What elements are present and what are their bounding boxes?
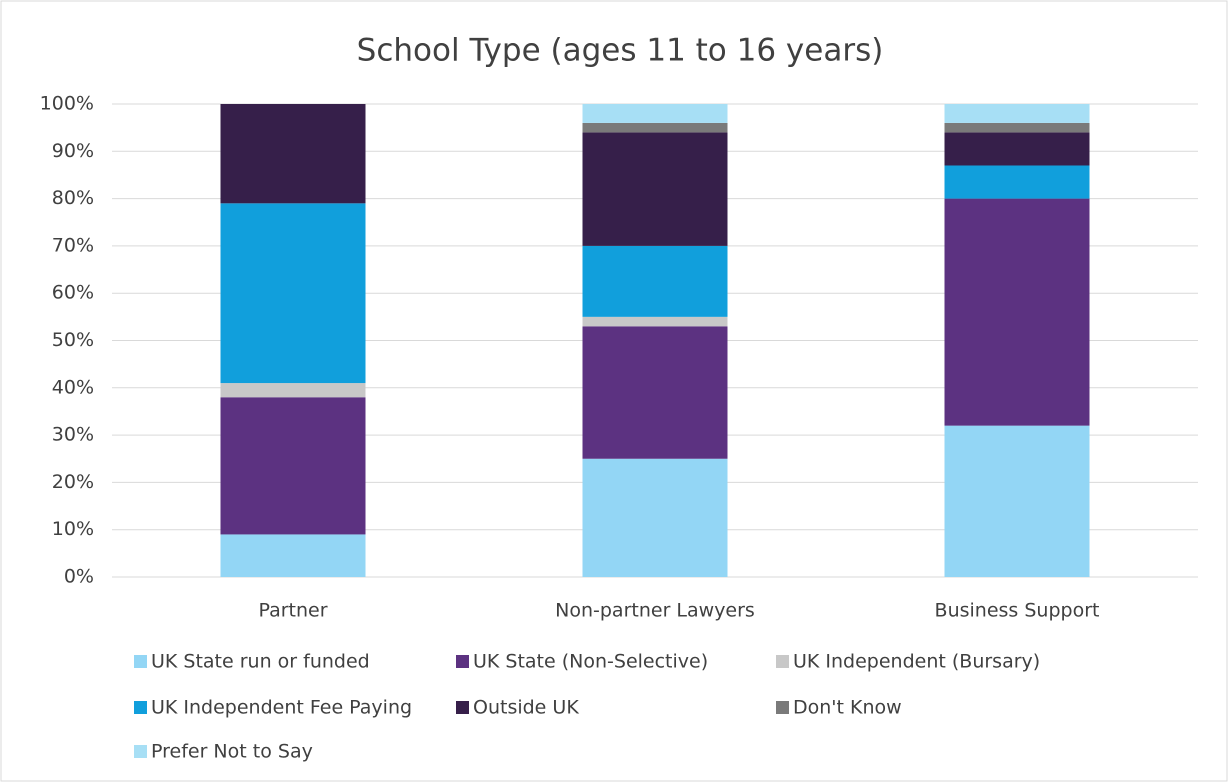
y-tick-label: 50% bbox=[52, 329, 94, 351]
legend-label: UK Independent Fee Paying bbox=[151, 697, 412, 719]
bar-segment bbox=[220, 383, 366, 398]
bar-segment bbox=[220, 397, 366, 535]
bar-segment bbox=[220, 534, 366, 577]
y-tick-label: 60% bbox=[52, 282, 94, 304]
bar-segment bbox=[944, 425, 1090, 577]
y-tick-label: 80% bbox=[52, 187, 94, 209]
bar-segment bbox=[582, 316, 728, 327]
bar-segment bbox=[582, 122, 728, 133]
legend-swatch bbox=[134, 655, 147, 668]
bar-segment bbox=[944, 122, 1090, 133]
legend-label: Don't Know bbox=[793, 697, 902, 719]
y-tick-label: 70% bbox=[52, 234, 94, 256]
y-tick-label: 0% bbox=[64, 566, 94, 588]
y-tick-label: 90% bbox=[52, 140, 94, 162]
legend-label: UK Independent (Bursary) bbox=[793, 651, 1040, 673]
bar-segment bbox=[582, 326, 728, 459]
y-tick-label: 30% bbox=[52, 424, 94, 446]
bar-segment bbox=[582, 104, 728, 123]
legend-swatch bbox=[456, 655, 469, 668]
y-tick-label: 20% bbox=[52, 471, 94, 493]
bar-segment bbox=[582, 132, 728, 246]
y-tick-label: 100% bbox=[40, 93, 94, 115]
bar-segment bbox=[944, 132, 1090, 166]
legend-swatch bbox=[456, 701, 469, 714]
x-tick-label: Non-partner Lawyers bbox=[555, 600, 755, 622]
bar-segment bbox=[944, 165, 1090, 199]
legend-swatch bbox=[776, 655, 789, 668]
bar-segment bbox=[220, 203, 366, 384]
legend-swatch bbox=[776, 701, 789, 714]
x-tick-label: Partner bbox=[258, 600, 327, 622]
bar-segment bbox=[944, 104, 1090, 123]
y-tick-label: 40% bbox=[52, 376, 94, 398]
legend-swatch bbox=[134, 745, 147, 758]
bar-segment bbox=[220, 104, 366, 204]
legend-label: Prefer Not to Say bbox=[151, 741, 313, 763]
legend-label: UK State (Non-Selective) bbox=[473, 651, 708, 673]
bar-segment bbox=[582, 458, 728, 577]
chart-title: School Type (ages 11 to 16 years) bbox=[357, 33, 884, 69]
legend-label: Outside UK bbox=[473, 697, 579, 719]
bar-segment bbox=[582, 245, 728, 317]
y-tick-label: 10% bbox=[52, 518, 94, 540]
legend-swatch bbox=[134, 701, 147, 714]
bar-segment bbox=[944, 198, 1090, 426]
legend-label: UK State run or funded bbox=[151, 651, 370, 673]
x-tick-label: Business Support bbox=[935, 600, 1100, 622]
